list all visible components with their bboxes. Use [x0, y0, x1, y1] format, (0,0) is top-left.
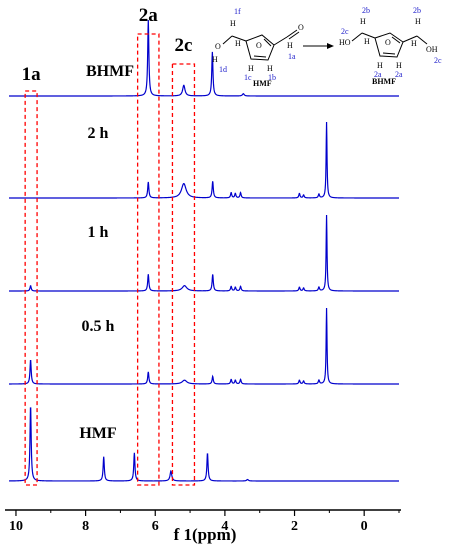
bhmf-ring-double-bond-2 — [382, 52, 396, 55]
bhmf-ch2r-h1: H — [415, 17, 421, 26]
spectra-layer — [9, 19, 399, 482]
bhmf-annot-2c-left: 2c — [341, 27, 349, 36]
hmf-oh-h: H — [212, 55, 218, 64]
x-tick-label-8: 8 — [82, 519, 89, 534]
x-axis-title: f 1(ppm) — [174, 525, 237, 544]
hmf-bond-cho — [273, 36, 288, 46]
bhmf-annot-2a-left: 2a — [374, 70, 382, 79]
bhmf-annot-2a-right: 2a — [395, 70, 403, 79]
bhmf-oh-right: OH — [426, 45, 438, 54]
hmf-h3: H — [248, 64, 254, 73]
hmf-bond-c-o — [222, 35, 233, 45]
hmf-furan-ring — [245, 34, 275, 61]
spectrum-label-0: BHMF — [86, 63, 134, 80]
bhmf-h4: H — [396, 61, 402, 70]
bhmf-structure — [351, 32, 428, 58]
hmf-annotations: 1f 1d 1c 1b 1a — [219, 7, 296, 82]
hmf-ring-double-bond-2 — [253, 55, 267, 58]
hmf-ald-o: O — [298, 23, 304, 32]
bhmf-annot-2c-right: 2c — [434, 56, 442, 65]
hmf-annot-1a: 1a — [288, 52, 296, 61]
x-tick-label-10: 10 — [9, 519, 23, 534]
spectrum-label-4: HMF — [79, 425, 117, 442]
bhmf-name: BHMF — [372, 77, 396, 86]
x-tick-label-6: 6 — [152, 519, 159, 534]
hmf-bond-co-double-2 — [288, 31, 300, 40]
x-tick-label-4: 4 — [221, 519, 228, 534]
highlight-box-2c — [171, 63, 196, 486]
hmf-oh-o: O — [215, 42, 221, 51]
bhmf-h3: H — [377, 61, 383, 70]
highlight-box-2a — [136, 33, 160, 486]
bhmf-ring-o: O — [385, 38, 391, 47]
bhmf-bond-left-ch2 — [361, 32, 376, 39]
spectrum-line-1 — [9, 121, 399, 199]
hmf-structure — [222, 29, 300, 61]
spectrum-label-1: 2 h — [88, 125, 109, 142]
reaction-scheme: O H O O H H H H H HMF 1f 1d 1c 1b 1a HO … — [212, 6, 442, 88]
spectrum-line-4 — [9, 407, 399, 482]
bhmf-furan-ring — [374, 32, 404, 58]
x-axis: 10 8 6 4 2 0 — [5, 509, 401, 534]
bhmf-ring-double-bond-1 — [391, 36, 401, 44]
bhmf-ch2l-h1: H — [360, 17, 366, 26]
hmf-annot-1c: 1c — [244, 73, 252, 82]
hmf-ring-double-bond-1 — [263, 38, 272, 47]
bhmf-ho-left: HO — [339, 38, 351, 47]
hmf-annot-1f: 1f — [234, 7, 241, 16]
hmf-ch2-h2: H — [235, 39, 241, 48]
highlight-label-2a: 2a — [139, 5, 159, 26]
highlight-label-2c: 2c — [174, 35, 192, 56]
bhmf-annot-2b-left: 2b — [362, 6, 370, 15]
bhmf-annotations: 2c 2b 2b 2a 2a 2c — [341, 6, 442, 79]
bhmf-bond-left-o — [351, 32, 363, 42]
bhmf-ch2r-h2: H — [411, 39, 417, 48]
hmf-ring-o: O — [256, 41, 262, 50]
highlight-box-layer: 1a 2a 2c — [22, 5, 196, 486]
x-tick-label-0: 0 — [361, 519, 368, 534]
hmf-bond-co-double-1 — [286, 29, 298, 38]
bhmf-bond-right-ch2 — [402, 35, 418, 43]
spectrum-label-layer: BHMF 2 h 1 h 0.5 h HMF — [79, 63, 134, 442]
x-tick-label-2: 2 — [291, 519, 298, 534]
hmf-ch2-h1: H — [230, 19, 236, 28]
highlight-label-1a: 1a — [22, 64, 42, 85]
hmf-ald-h: H — [287, 41, 293, 50]
spectrum-label-3: 0.5 h — [82, 318, 115, 335]
bhmf-bond-right-o — [416, 35, 428, 45]
bhmf-ch2l-h2: H — [364, 37, 370, 46]
bhmf-annot-2b-right: 2b — [413, 6, 421, 15]
hmf-bond-ch2 — [231, 35, 247, 42]
hmf-annot-1d: 1d — [219, 65, 227, 74]
spectrum-line-3 — [9, 307, 399, 385]
spectrum-label-2: 1 h — [88, 224, 109, 241]
spectrum-line-2 — [9, 214, 399, 292]
hmf-annot-1b: 1b — [268, 73, 276, 82]
reaction-arrow-head — [327, 43, 334, 49]
hmf-h4: H — [267, 64, 273, 73]
hmf-name: HMF — [253, 79, 272, 88]
spectrum-line-0 — [9, 19, 399, 97]
